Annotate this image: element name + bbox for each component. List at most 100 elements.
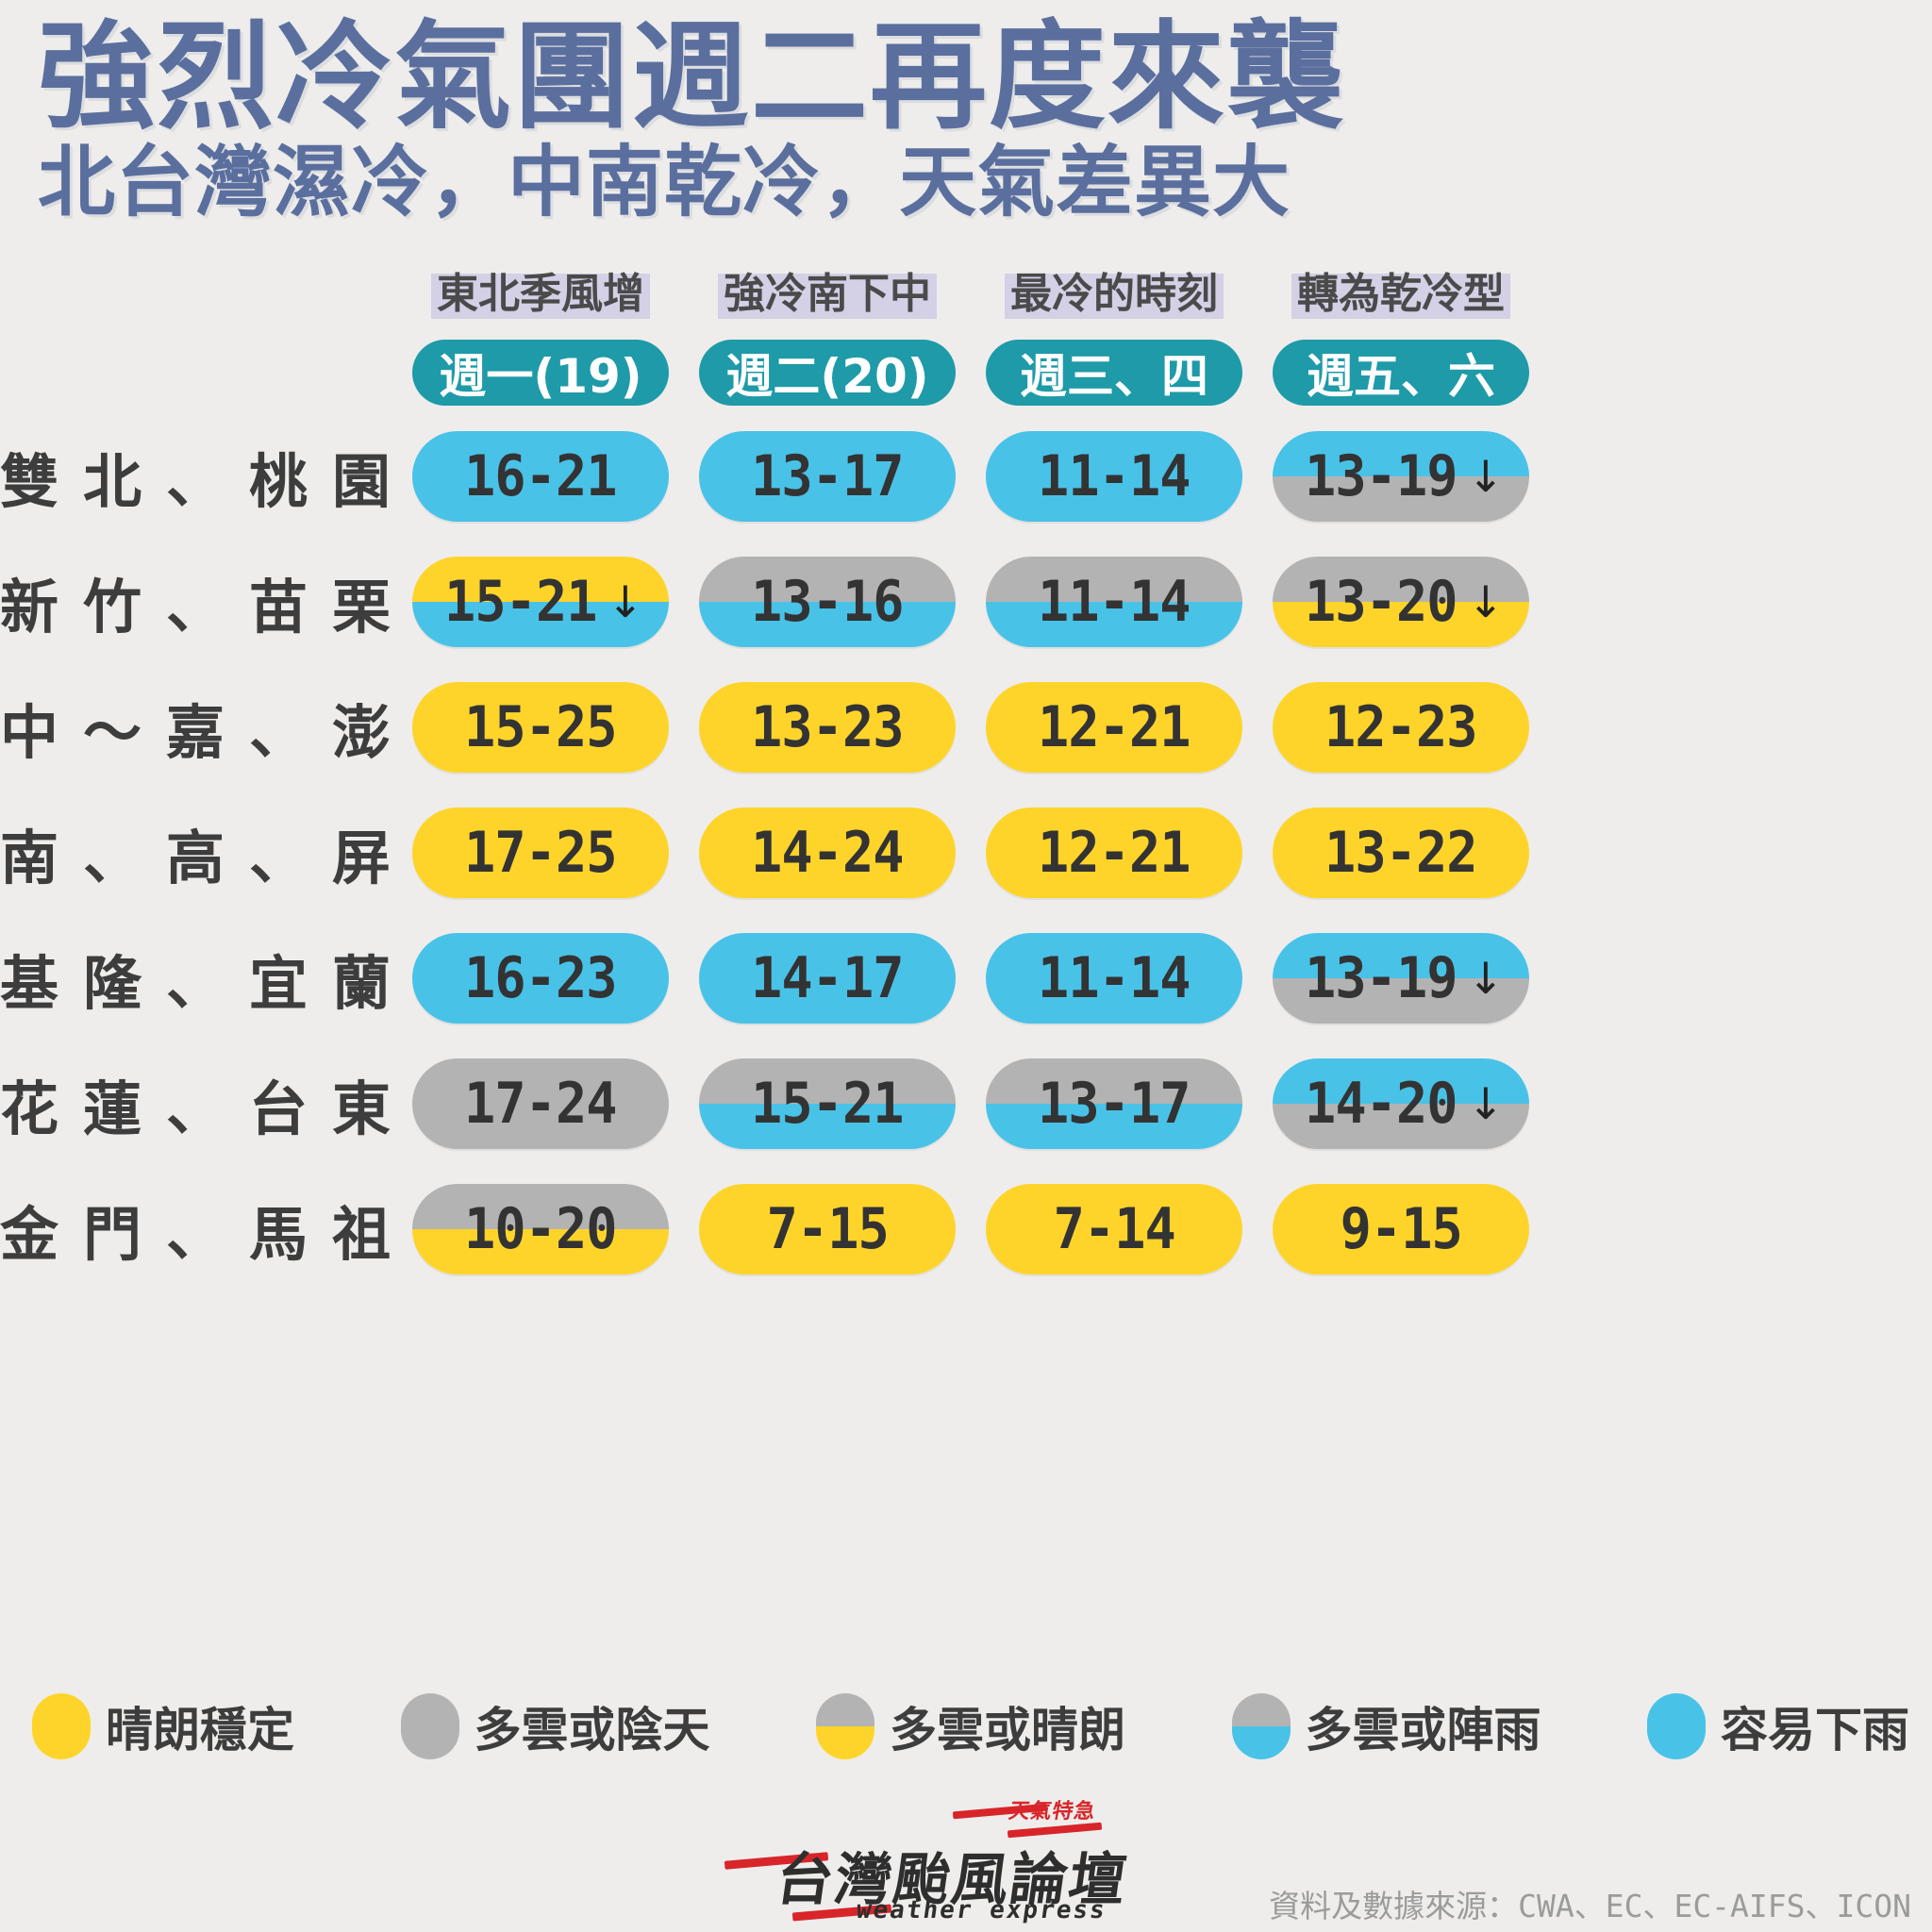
forecast-cell: 13-23: [694, 681, 960, 773]
pill-top-band: [412, 932, 669, 978]
pill-top-band: [412, 807, 669, 853]
region-label: 中～嘉、澎: [0, 697, 391, 767]
forecast-cell: 11-14: [981, 430, 1247, 522]
pill-top-band: [699, 556, 956, 602]
pill-top-band: [986, 932, 1242, 978]
day-pill: 週五、六: [1273, 340, 1529, 406]
legend-item: 多雲或晴朗: [816, 1692, 1125, 1760]
forecast-cell: 12-21: [981, 681, 1247, 773]
temperature-pill: 17-25: [412, 807, 669, 898]
pill-bottom-band: [986, 601, 1242, 647]
legend-label: 容易下雨: [1721, 1703, 1909, 1757]
forecast-cell: 9-15: [1268, 1183, 1534, 1274]
pill-bottom-band: [986, 977, 1242, 1024]
pill-bottom-band: [699, 852, 956, 898]
legend-swatch-bottom: [1647, 1726, 1706, 1759]
temperature-range: 10-20: [464, 1195, 617, 1262]
forecast-cell: 13-17: [981, 1058, 1247, 1149]
pill-bottom-band: [412, 1228, 669, 1274]
pill-bottom-band: [1273, 601, 1529, 647]
pill-top-band: [986, 1058, 1242, 1104]
temperature-range: 11-14: [1038, 944, 1191, 1011]
temperature-range: 12-21: [1038, 819, 1191, 886]
forecast-cell: 17-24: [408, 1058, 674, 1149]
pill-top-band: [1273, 556, 1529, 602]
pill-bottom-band: [1273, 977, 1529, 1024]
forecast-cell: 13-17: [694, 430, 960, 522]
pill-top-band: [699, 430, 956, 476]
pill-top-band: [986, 807, 1242, 853]
data-rows: 雙北、桃園 16-21 13-17 11-14 13-19 ↓ 新竹、苗栗 15-21 ↓ 13-…: [0, 413, 1932, 1291]
title-block: 強烈冷氣團週二再度來襲 北台灣濕冷，中南乾冷，天氣差異大: [0, 0, 1932, 225]
forecast-cell: 15-25: [408, 681, 674, 773]
footer: 天氣特急 台灣颱風論壇 weather express 資料及數據來源：CWA、…: [0, 1783, 1932, 1931]
temperature-pill: 9-15: [1273, 1183, 1529, 1274]
temperature-range: 14-17: [751, 944, 904, 1011]
pill-top-band: [1273, 1058, 1529, 1104]
temperature-pill: 7-14: [986, 1183, 1242, 1274]
temperature-pill: 13-19 ↓: [1273, 430, 1529, 522]
pill-top-band: [1273, 932, 1529, 978]
temperature-drop-arrow-icon: ↓: [1467, 575, 1505, 627]
temperature-range: 12-21: [1038, 693, 1191, 760]
pill-bottom-band: [412, 601, 669, 647]
logo-subtitle: weather express: [854, 1896, 1108, 1924]
temperature-drop-arrow-icon: ↓: [1467, 1077, 1505, 1129]
pill-bottom-band: [412, 977, 669, 1024]
temperature-range: 11-14: [1038, 442, 1191, 509]
page-subtitle: 北台灣濕冷，中南乾冷，天氣差異大: [38, 137, 1291, 227]
forecast-cell: 13-19 ↓: [1268, 430, 1534, 522]
temperature-range: 15-21: [751, 1070, 904, 1137]
legend-swatch-bottom: [32, 1726, 91, 1759]
temperature-pill: 13-16: [699, 556, 956, 647]
pill-bottom-band: [986, 1228, 1242, 1274]
column-caption: 轉為乾冷型: [1291, 274, 1510, 319]
legend-swatch-icon: [1231, 1693, 1291, 1759]
column-caption: 強冷南下中: [718, 274, 937, 319]
pill-top-band: [699, 807, 956, 853]
day-cell-1: 週二(20): [694, 340, 960, 406]
pill-top-band: [412, 681, 669, 727]
pill-bottom-band: [412, 726, 669, 773]
forecast-cell: 14-20 ↓: [1268, 1058, 1534, 1149]
pill-top-band: [412, 1058, 669, 1104]
pill-top-band: [986, 556, 1242, 602]
logo-badge: 天氣特急: [1007, 1800, 1098, 1824]
temperature-pill: 13-17: [986, 1058, 1242, 1149]
temperature-pill: 12-23: [1273, 681, 1529, 773]
region-label: 花蓮、台東: [0, 1074, 391, 1143]
day-pill: 週一(19): [412, 340, 669, 406]
pill-bottom-band: [1273, 1103, 1529, 1149]
page-title: 強烈冷氣團週二再度來襲: [38, 9, 1346, 145]
temperature-pill: 15-25: [412, 681, 669, 773]
temperature-pill: 16-21: [412, 430, 669, 522]
temperature-pill: 7-15: [699, 1183, 956, 1274]
temperature-drop-arrow-icon: ↓: [1467, 450, 1505, 502]
pill-bottom-band: [986, 852, 1242, 898]
column-caption: 最冷的時刻: [1005, 274, 1224, 319]
forecast-cell: 12-21: [981, 807, 1247, 898]
temperature-pill: 11-14: [986, 430, 1242, 522]
temperature-pill: 15-21 ↓: [412, 556, 669, 647]
temperature-pill: 13-19 ↓: [1273, 932, 1529, 1024]
temperature-range: 12-23: [1324, 693, 1477, 760]
legend-label: 晴朗穩定: [106, 1703, 294, 1757]
pill-top-band: [1273, 430, 1529, 476]
caption-cell-2: 最冷的時刻: [981, 274, 1247, 319]
legend: 晴朗穩定 多雲或陰天 多雲或晴朗 多雲或陣雨 容易下雨: [32, 1692, 1909, 1760]
caption-cell-3: 轉為乾冷型: [1268, 274, 1534, 319]
pill-bottom-band: [412, 852, 669, 898]
table-row: 基隆、宜蘭 16-23 14-17 11-14 13-19 ↓: [0, 915, 1932, 1041]
legend-item: 多雲或陰天: [400, 1692, 710, 1760]
pill-bottom-band: [699, 601, 956, 647]
temperature-range: 15-25: [464, 693, 617, 760]
temperature-range: 14-24: [751, 819, 904, 886]
region-label: 基隆、宜蘭: [0, 948, 391, 1018]
forecast-table: 東北季風增 強冷南下中 最冷的時刻 轉為乾冷型 週一(19) 週二(20) 週三…: [0, 260, 1932, 1291]
temperature-range: 7-15: [766, 1195, 889, 1262]
pill-bottom-band: [412, 1103, 669, 1149]
table-row: 中～嘉、澎 15-25 13-23 12-21 12-23: [0, 664, 1932, 790]
pill-bottom-band: [1273, 475, 1529, 522]
legend-swatch-icon: [1647, 1693, 1706, 1759]
pill-top-band: [699, 1183, 956, 1229]
